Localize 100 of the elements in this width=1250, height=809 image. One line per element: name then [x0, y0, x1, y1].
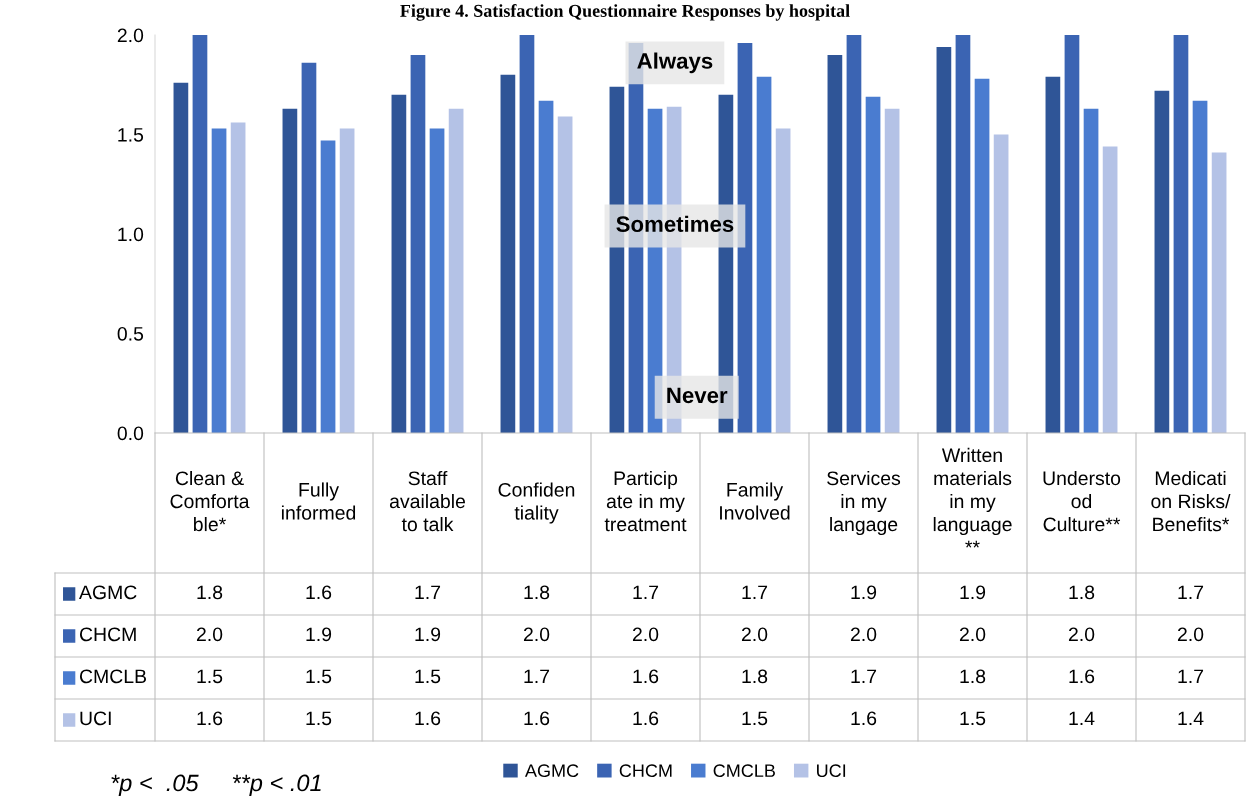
data-label: 1.7	[742, 585, 768, 600]
legend-label: AGMC	[79, 585, 137, 600]
bar	[1192, 100, 1208, 433]
annotation: Sometimes	[616, 215, 734, 233]
bar	[846, 35, 862, 433]
bar	[884, 108, 900, 433]
data-label: 1.7	[415, 585, 441, 600]
x-tick-label: Fully informed	[281, 482, 356, 520]
text: CHCM	[619, 764, 672, 778]
bar	[391, 94, 407, 433]
chart-title: Figure 4. Satisfaction Questionnaire Responses by hospital	[400, 4, 850, 21]
bar	[230, 122, 246, 433]
bar	[557, 116, 573, 433]
data-label: 1.9	[960, 585, 986, 600]
text: CMCLB	[713, 764, 775, 778]
data-label: 1.7	[1178, 585, 1204, 600]
bar	[500, 74, 516, 433]
text: AGMC	[524, 764, 579, 778]
bar	[192, 35, 208, 433]
legend-label: CMCLB	[79, 669, 147, 684]
y-tick-label: 2.0	[117, 28, 144, 43]
data-label: 1.9	[851, 585, 877, 600]
data-label: 1.4	[1069, 711, 1095, 726]
y-tick-label: 0.5	[117, 326, 144, 341]
annotation: Always	[637, 52, 713, 74]
x-tick-label: Written materials in my language **	[933, 447, 1012, 548]
data-label: 1.5	[306, 711, 332, 726]
bar	[282, 108, 298, 433]
data-label: 1.6	[306, 585, 332, 600]
data-label: 1.6	[851, 711, 877, 726]
x-tick-label: Clean & Comfortable*	[170, 470, 250, 532]
data-label: 1.7	[524, 669, 550, 684]
data-label: 1.9	[306, 627, 332, 642]
data-label: 2.0	[850, 627, 877, 642]
data-label: 1.7	[1178, 669, 1204, 684]
bar	[1064, 35, 1080, 433]
data-label: 1.8	[1069, 585, 1095, 600]
y-tick-label: 1.5	[118, 128, 144, 142]
data-label: 1.5	[742, 711, 768, 726]
data-label: 1.5	[960, 711, 986, 726]
bar	[756, 76, 772, 433]
data-label: 1.7	[633, 585, 659, 600]
bar	[211, 128, 227, 433]
bar	[1173, 35, 1189, 433]
bar	[429, 128, 445, 433]
data-label: 1.8	[742, 669, 768, 684]
bar	[301, 62, 317, 433]
bar	[1154, 90, 1170, 433]
x-tick-label: Family Involved	[720, 482, 790, 520]
bar	[320, 140, 336, 433]
bar	[538, 100, 554, 433]
x-tick-label: Services in my langage	[827, 470, 901, 536]
text: UCI	[817, 764, 846, 778]
bar	[519, 35, 535, 433]
y-tick-label: 1.0	[118, 227, 144, 242]
annotation: Never	[667, 387, 728, 404]
bar	[339, 128, 355, 433]
data-label: 2.0	[523, 627, 550, 642]
data-label: 1.5	[415, 669, 441, 684]
x-tick-label: Understood Culture**	[1043, 470, 1121, 532]
legend-label: CHCM	[79, 627, 136, 642]
bar	[775, 128, 791, 433]
x-tick-label: Participate in my treatment	[604, 470, 687, 532]
text: *p < .05 **p < .01	[111, 774, 321, 797]
bar	[865, 96, 881, 433]
data-label: 2.0	[632, 627, 659, 642]
bar	[974, 78, 990, 433]
y-tick-label: 0.0	[117, 426, 144, 441]
x-tick-label: Confidentiality	[498, 482, 575, 524]
bar	[410, 54, 426, 433]
bar	[1211, 152, 1227, 433]
bar	[1102, 146, 1118, 433]
bar	[993, 134, 1009, 433]
data-label: 1.6	[197, 711, 223, 726]
data-label: 1.8	[524, 585, 550, 600]
bar	[1083, 108, 1099, 433]
x-tick-label: Medication Risks/ Benefits*	[1151, 470, 1231, 532]
bar	[827, 54, 843, 433]
data-label: 2.0	[1068, 627, 1095, 642]
bar	[448, 108, 464, 433]
bar	[955, 35, 971, 433]
bar	[173, 82, 189, 433]
data-label: 1.7	[851, 669, 877, 684]
data-label: 1.8	[197, 585, 223, 600]
data-label: 1.4	[1178, 711, 1204, 726]
data-label: 2.0	[959, 627, 986, 642]
data-label: 1.9	[415, 627, 441, 642]
data-label: 1.6	[633, 669, 659, 684]
x-tick-label: Staff available to talk	[389, 470, 466, 532]
data-label: 2.0	[741, 627, 768, 642]
data-label: 2.0	[1177, 627, 1204, 642]
bar	[1045, 76, 1061, 433]
data-label: 2.0	[196, 627, 223, 642]
data-label: 1.5	[306, 669, 332, 684]
data-label: 1.5	[197, 669, 223, 684]
legend-label: UCI	[80, 711, 111, 726]
bar	[936, 46, 952, 433]
data-label: 1.6	[1069, 669, 1095, 684]
data-label: 1.6	[524, 711, 550, 726]
data-label: 1.6	[415, 711, 441, 726]
